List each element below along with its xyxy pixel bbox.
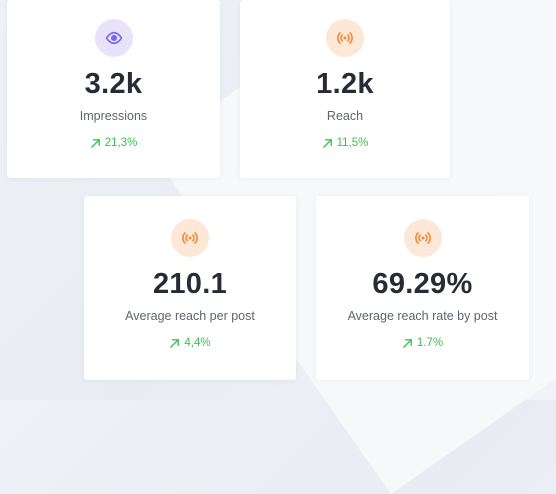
impressions-change-text: 21,3% <box>104 136 138 149</box>
broadcast-icon <box>403 219 442 257</box>
avg-reach-per-post-value: 210.1 <box>152 268 228 300</box>
avg-reach-rate-change: 1.7% <box>402 336 444 350</box>
avg-reach-per-post-change: 4,4% <box>169 336 211 350</box>
avg-reach-rate-card: 69.29% Average reach rate by post 1.7% <box>316 196 529 380</box>
avg-reach-rate-value: 69.29% <box>372 268 473 300</box>
trend-up-icon <box>169 338 180 349</box>
trend-up-icon <box>402 338 413 349</box>
avg-reach-per-post-label: Average reach per post <box>125 309 255 323</box>
impressions-change: 21,3% <box>90 136 138 150</box>
impressions-label: Impressions <box>79 109 148 123</box>
eye-icon <box>94 19 133 57</box>
impressions-card: 3.2k Impressions 21,3% <box>7 0 220 178</box>
impressions-value: 3.2k <box>84 68 143 100</box>
avg-reach-per-post-card: 210.1 Average reach per post 4,4% <box>84 196 296 380</box>
reach-change-text: 11,5% <box>336 136 369 149</box>
reach-label: Reach <box>326 109 364 123</box>
broadcast-icon <box>171 219 209 257</box>
reach-change: 11,5% <box>322 136 369 150</box>
reach-card: 1.2k Reach 11,5% <box>240 0 450 178</box>
reach-value: 1.2k <box>316 68 374 100</box>
avg-reach-per-post-change-text: 4,4% <box>184 336 211 349</box>
broadcast-icon <box>326 19 364 57</box>
trend-up-icon <box>90 138 101 149</box>
trend-up-icon <box>322 138 333 149</box>
avg-reach-rate-change-text: 1.7% <box>416 336 444 349</box>
avg-reach-rate-label: Average reach rate by post <box>347 309 498 323</box>
